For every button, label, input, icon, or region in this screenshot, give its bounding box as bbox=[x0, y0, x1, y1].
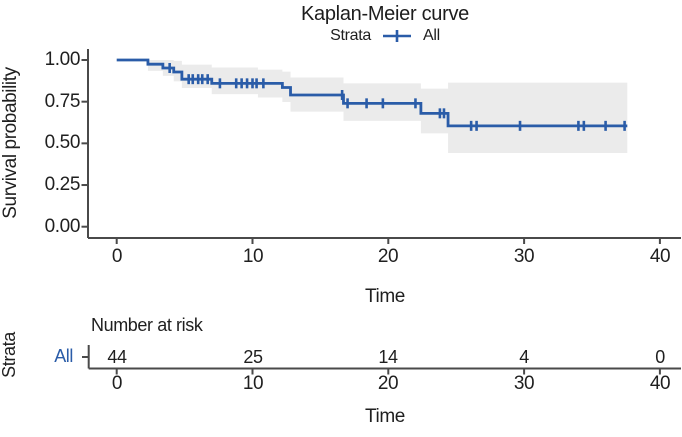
risk-value: 0 bbox=[655, 347, 665, 367]
x-axis-label: Time bbox=[365, 286, 405, 307]
risk-value: 44 bbox=[107, 347, 127, 367]
y-tick-label: 1.00 bbox=[44, 49, 81, 70]
legend-title: Strata bbox=[330, 27, 371, 44]
y-tick-label: 0.75 bbox=[44, 91, 81, 112]
y-tick-label: 0.50 bbox=[44, 132, 81, 153]
confidence-band bbox=[147, 60, 628, 154]
risk-x-tick-label: 10 bbox=[242, 373, 264, 394]
x-tick-label: 40 bbox=[649, 246, 671, 267]
risk-x-tick-label: 30 bbox=[513, 373, 535, 394]
x-tick-label: 0 bbox=[111, 246, 123, 267]
legend: Strata All bbox=[88, 27, 682, 45]
chart-title: Kaplan-Meier curve bbox=[300, 3, 469, 25]
risk-strata-label: Strata bbox=[0, 332, 19, 378]
risk-x-axis-label: Time bbox=[365, 406, 405, 427]
x-tick-label: 10 bbox=[242, 246, 264, 267]
x-tick-label: 20 bbox=[377, 246, 399, 267]
risk-value: 25 bbox=[243, 347, 263, 367]
y-tick-label: 0.00 bbox=[44, 216, 81, 237]
risk-x-tick-label: 20 bbox=[377, 373, 399, 394]
y-tick-label: 0.25 bbox=[44, 174, 81, 195]
risk-value: 4 bbox=[519, 347, 529, 367]
risk-value: 14 bbox=[378, 347, 398, 367]
risk-x-tick-label: 0 bbox=[111, 373, 123, 394]
risk-row-label: All bbox=[54, 346, 73, 366]
legend-marker-icon bbox=[383, 30, 411, 42]
risk-table-title: Number at risk bbox=[91, 315, 203, 335]
legend-entry-label: All bbox=[423, 27, 440, 44]
x-tick-label: 30 bbox=[513, 246, 535, 267]
risk-x-tick-label: 40 bbox=[649, 373, 671, 394]
